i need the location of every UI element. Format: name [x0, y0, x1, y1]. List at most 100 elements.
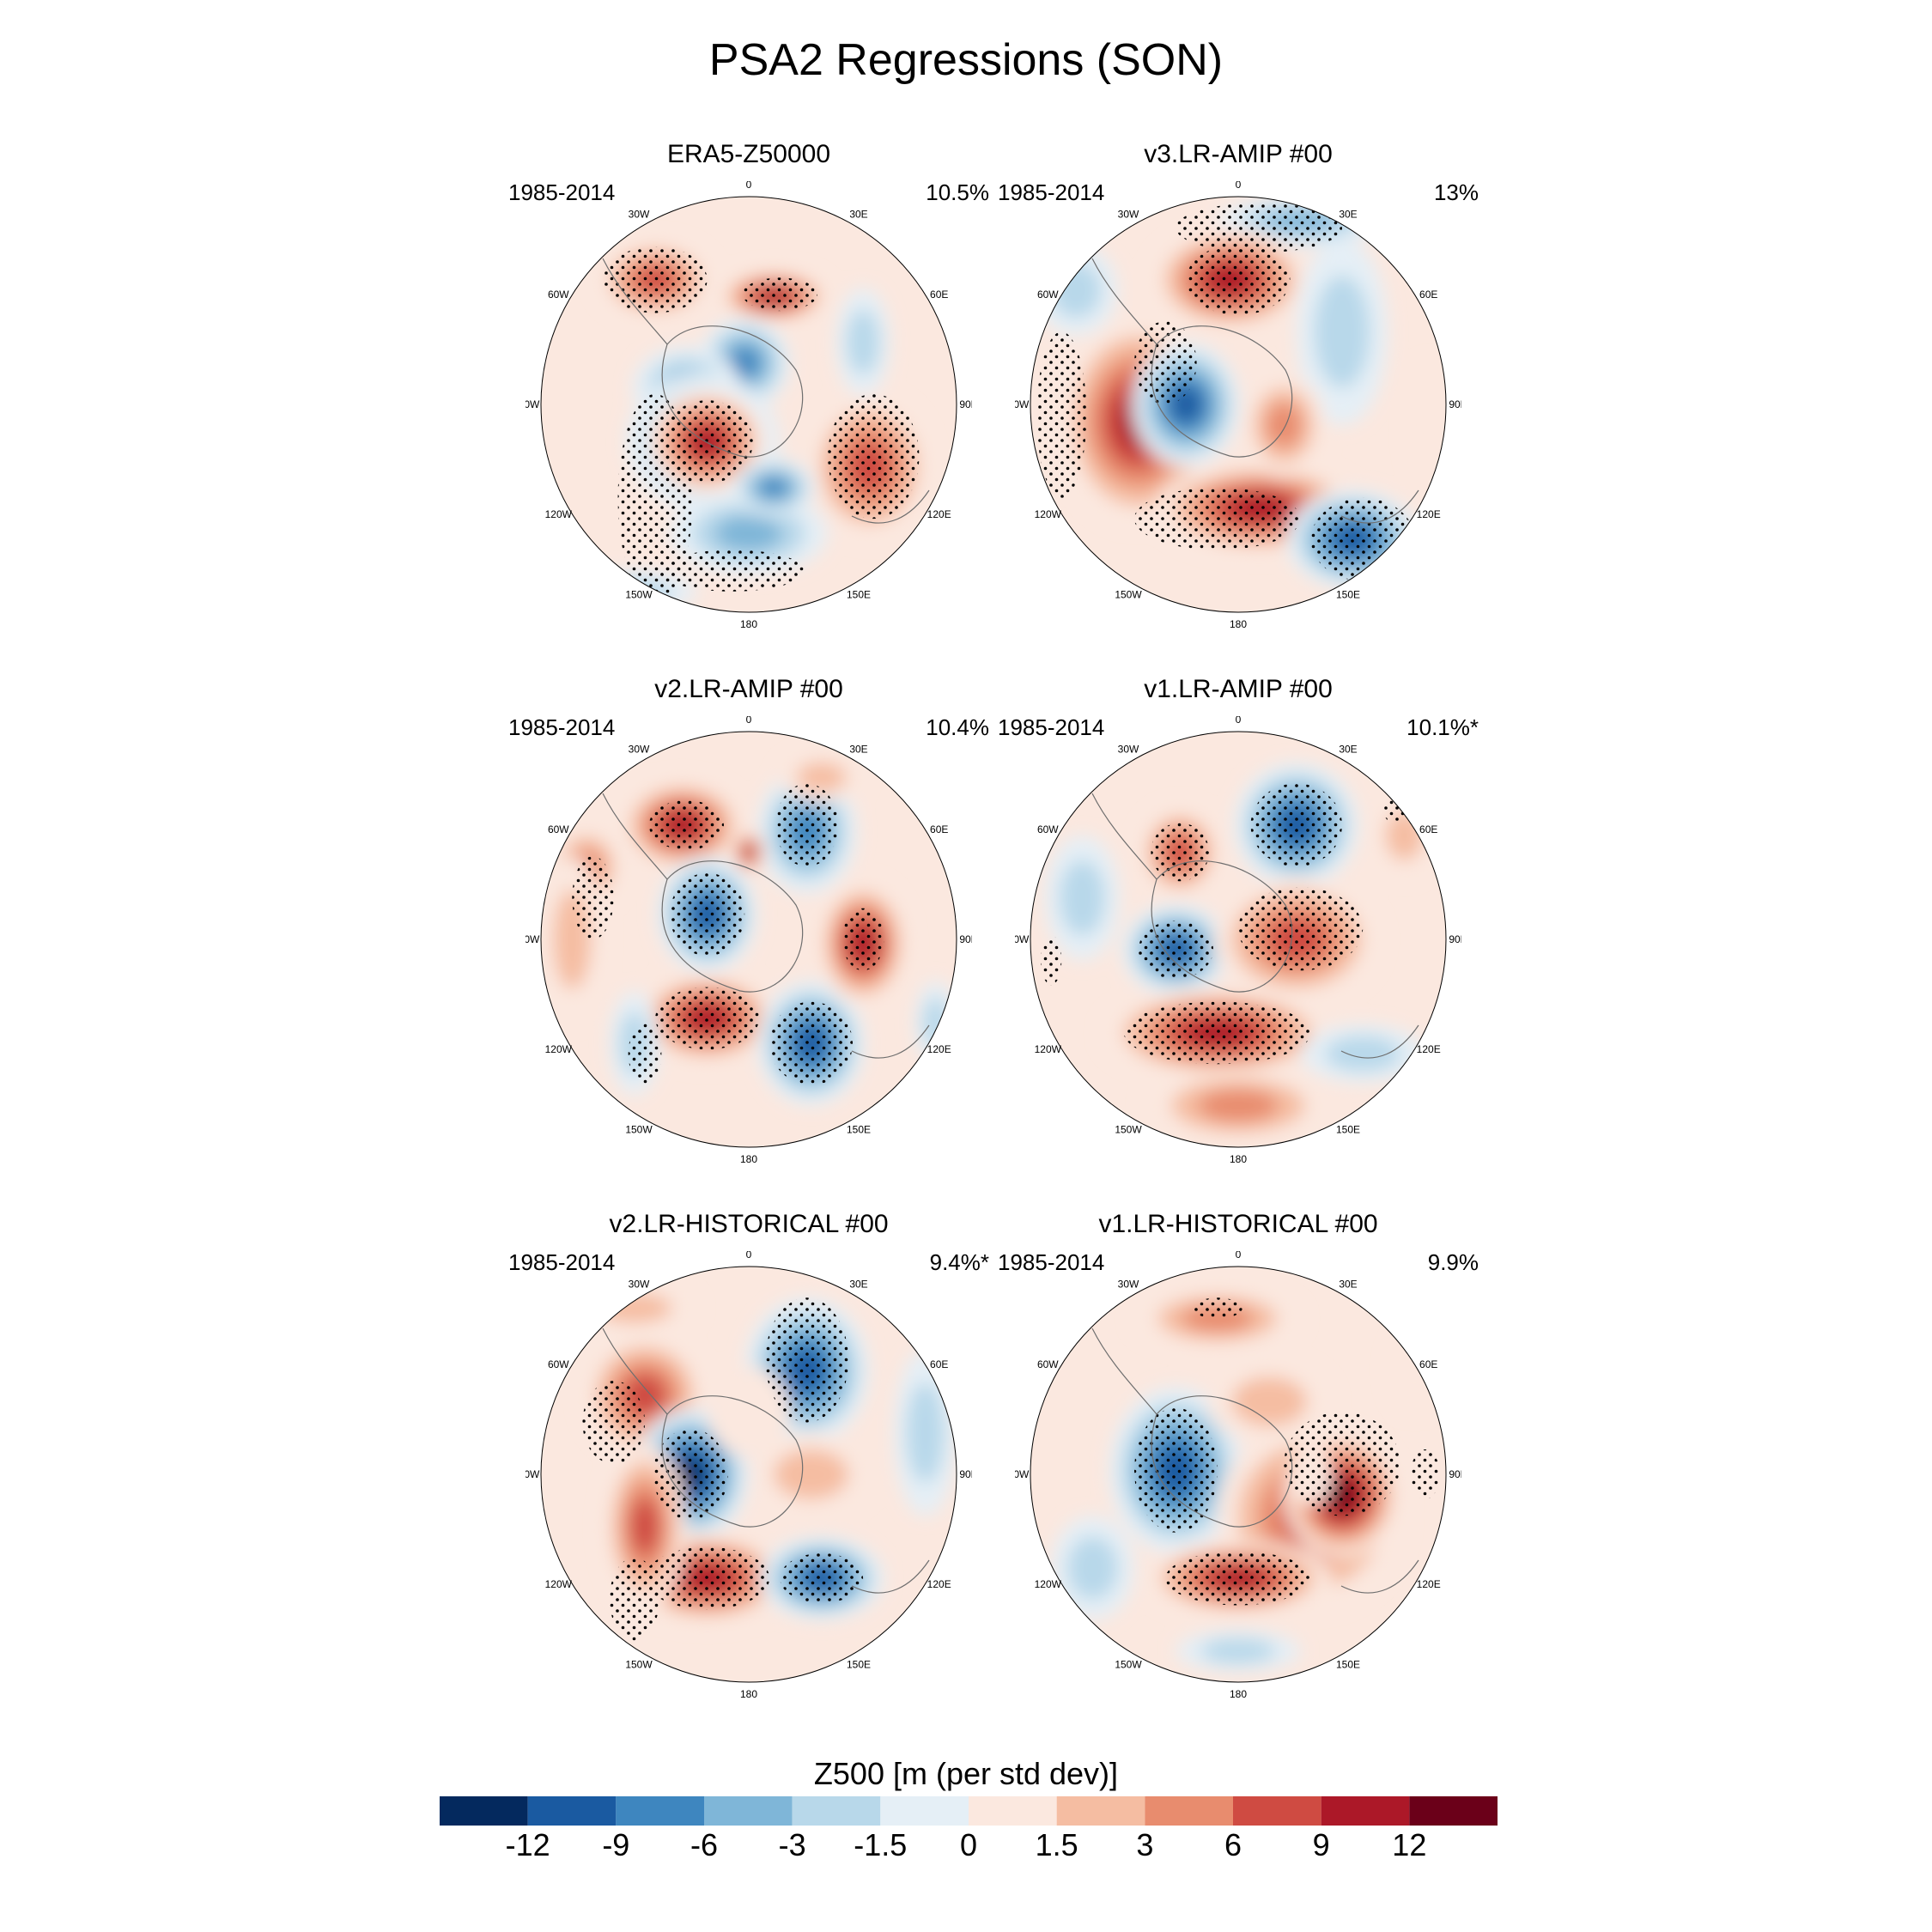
- colorbar-segment: [792, 1796, 881, 1826]
- longitude-label: 30E: [1339, 208, 1357, 220]
- panel-title: v2.LR-HISTORICAL #00: [609, 1210, 889, 1238]
- longitude-label: 90W: [1015, 1468, 1030, 1480]
- significance-stipple: [1250, 783, 1342, 867]
- contour-region: [1315, 275, 1370, 388]
- australia-coastline: [851, 489, 930, 524]
- longitude-label: 180: [1230, 1688, 1247, 1698]
- longitude-label: 120E: [927, 508, 951, 520]
- longitude-label: 60E: [1419, 1358, 1437, 1370]
- longitude-label: 90E: [959, 398, 972, 410]
- significance-stipple: [1123, 1001, 1311, 1065]
- colorbar-segment: [1233, 1796, 1321, 1826]
- significance-stipple: [765, 1297, 849, 1423]
- colorbar-tick-label: -3: [778, 1827, 806, 1862]
- longitude-label: 120W: [545, 1043, 573, 1055]
- significance-stipple: [661, 400, 753, 483]
- antarctica-coastline: [1151, 1395, 1293, 1528]
- significance-stipple: [572, 856, 614, 939]
- figure-title: PSA2 Regressions (SON): [708, 35, 1224, 85]
- longitude-label: 60E: [930, 1358, 948, 1370]
- contour-region: [630, 1498, 659, 1554]
- longitude-label: 30E: [849, 208, 867, 220]
- australia-coastline: [1340, 489, 1419, 524]
- panel-title: ERA5-Z50000: [666, 140, 831, 168]
- longitude-label: 90W: [1015, 933, 1030, 945]
- longitude-label: 60E: [1419, 823, 1437, 835]
- significance-stipple: [653, 1428, 728, 1521]
- longitude-label: 30W: [629, 1278, 650, 1290]
- contour-region: [714, 515, 783, 551]
- contour-region: [774, 1449, 849, 1500]
- colorbar-tick-label: -12: [505, 1827, 550, 1862]
- longitude-label: 90W: [1015, 398, 1030, 410]
- colorbar-tick-label: 1.5: [1035, 1827, 1078, 1862]
- significance-stipple: [1165, 1551, 1311, 1606]
- longitude-label: 180: [1230, 1153, 1247, 1163]
- significance-stipple: [628, 1022, 662, 1085]
- contour-region: [1051, 262, 1102, 318]
- colorbar-segment: [1409, 1796, 1498, 1826]
- colorbar-segment: [616, 1796, 704, 1826]
- significance-stipple: [780, 1552, 864, 1604]
- colorbar-segment: [880, 1796, 969, 1826]
- longitude-label: 30E: [1339, 743, 1357, 755]
- longitude-label: 120E: [1417, 508, 1441, 520]
- contour-region: [1200, 1638, 1276, 1664]
- polar-map: 0 30E 60E 90E 120E 150E 180 150W 120W 90W 60W 30W: [526, 1251, 972, 1698]
- map-panel: v3.LR-AMIP #00 1985-2014 13% 0 30E 60E 90E 120E…: [998, 140, 1479, 655]
- panel-years: 1985-2014: [998, 1249, 1105, 1275]
- map-panel: v1.LR-HISTORICAL #00 1985-2014 9.9% 0 30E 60E…: [998, 1210, 1479, 1725]
- polar-map: 0 30E 60E 90E 120E 150E 180 150W 120W 90W 60W 30W: [526, 716, 972, 1163]
- longitude-label: 90W: [526, 1468, 540, 1480]
- south-america-coastline: [1091, 793, 1157, 880]
- contour-region: [1198, 1089, 1279, 1122]
- antarctica-coastline: [661, 1395, 804, 1528]
- significance-stipple: [659, 550, 805, 592]
- south-america-coastline: [602, 258, 668, 345]
- colorbar-tick-label: 3: [1136, 1827, 1154, 1862]
- significance-stipple: [1186, 244, 1291, 315]
- panel-variance-percent: 10.1%*: [1406, 714, 1479, 740]
- longitude-label: 150E: [1336, 1124, 1360, 1136]
- significance-stipple: [1310, 497, 1415, 581]
- panel-years: 1985-2014: [508, 714, 616, 740]
- longitude-label: 150E: [1336, 589, 1360, 601]
- panel-years: 1985-2014: [998, 714, 1105, 740]
- contour-region: [729, 347, 760, 379]
- longitude-label: 150W: [1115, 1659, 1142, 1671]
- polar-map: 0 30E 60E 90E 120E 150E 180 150W 120W 90W 60W 30W: [1015, 181, 1461, 628]
- longitude-label: 150E: [847, 589, 871, 601]
- significance-stipple: [1041, 935, 1062, 986]
- significance-stipple: [603, 246, 708, 313]
- longitude-label: 30W: [1118, 743, 1139, 755]
- panel-variance-percent: 9.9%: [1427, 1249, 1479, 1275]
- colorbar-tick-label: 9: [1312, 1827, 1330, 1862]
- longitude-label: 60W: [548, 289, 569, 301]
- south-america-coastline: [1091, 258, 1157, 345]
- longitude-label: 180: [740, 618, 757, 628]
- colorbar-segment: [1321, 1796, 1410, 1826]
- longitude-label: 30E: [849, 1278, 867, 1290]
- longitude-label: 150E: [1336, 1659, 1360, 1671]
- longitude-label: 0: [746, 716, 752, 726]
- significance-stipple: [1410, 1449, 1440, 1500]
- colorbar: [440, 1796, 1498, 1826]
- longitude-label: 60W: [548, 823, 569, 835]
- antarctica-coastline: [1151, 860, 1293, 993]
- longitude-label: 120W: [1035, 508, 1062, 520]
- colorbar-segment: [1145, 1796, 1233, 1826]
- contour-region: [744, 846, 754, 858]
- longitude-label: 30W: [629, 743, 650, 755]
- longitude-label: 30E: [1339, 1278, 1357, 1290]
- longitude-label: 90E: [959, 1468, 972, 1480]
- significance-stipple: [1134, 1407, 1218, 1533]
- longitude-label: 120W: [1035, 1578, 1062, 1590]
- significance-stipple: [742, 277, 817, 312]
- longitude-label: 120E: [1417, 1043, 1441, 1055]
- panel-variance-percent: 13%: [1433, 179, 1479, 205]
- longitude-label: 150E: [847, 1659, 871, 1671]
- longitude-label: 0: [1236, 1251, 1242, 1261]
- longitude-label: 180: [1230, 618, 1247, 628]
- colorbar-segment: [440, 1796, 528, 1826]
- longitude-label: 30E: [849, 743, 867, 755]
